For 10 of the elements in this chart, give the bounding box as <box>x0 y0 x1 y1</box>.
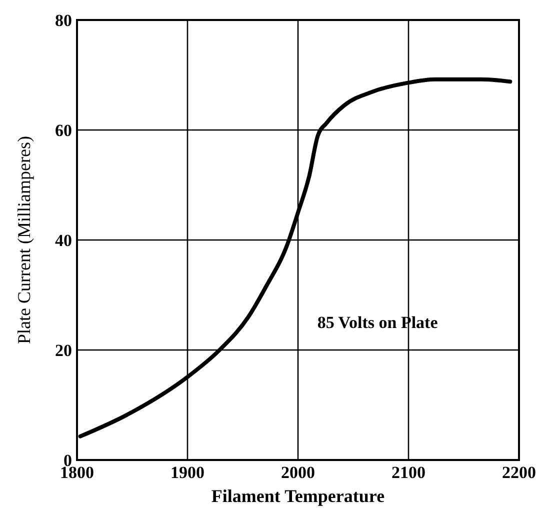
y-tick-label: 40 <box>55 231 72 250</box>
y-tick-label: 60 <box>55 121 72 140</box>
y-tick-label: 20 <box>55 341 72 360</box>
x-tick-label: 1900 <box>170 463 204 482</box>
x-tick-label: 2000 <box>281 463 315 482</box>
x-tick-label: 2200 <box>502 463 536 482</box>
y-tick-label: 80 <box>55 11 72 30</box>
y-axis-title: Plate Current (Milliamperes) <box>14 136 34 344</box>
x-tick-label: 2100 <box>392 463 426 482</box>
x-axis-title: Filament Temperature <box>211 486 385 506</box>
